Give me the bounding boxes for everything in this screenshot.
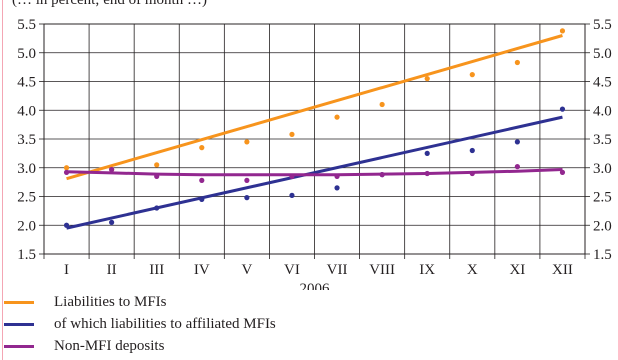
legend-label-non-mfi-deposits: Non-MFI deposits bbox=[54, 337, 165, 354]
series-1-point bbox=[244, 195, 250, 201]
series-2-point bbox=[424, 170, 430, 177]
series-0-point bbox=[334, 114, 340, 120]
series-2-point bbox=[244, 177, 250, 183]
series-0-point bbox=[559, 28, 566, 34]
x-tick-label: XI bbox=[509, 262, 525, 278]
legend-label-liabilities-to-mfis: Liabilities to MFIs bbox=[54, 293, 167, 310]
y-tick-label-right: 2.0 bbox=[593, 218, 612, 234]
y-tick-label-right: 3.5 bbox=[593, 132, 612, 148]
series-1-trend-line bbox=[66, 115, 563, 230]
legend-item-non-mfi-deposits: Non-MFI deposits bbox=[4, 335, 276, 357]
page-margin-rule bbox=[2, 0, 3, 360]
x-tick-label: VII bbox=[327, 262, 348, 278]
series-2-point bbox=[63, 169, 70, 175]
series-0-point bbox=[514, 59, 520, 66]
series-0-point bbox=[379, 101, 385, 108]
x-tick-label: X bbox=[467, 262, 478, 278]
series-1-point bbox=[334, 185, 340, 191]
series-2-point bbox=[154, 173, 160, 179]
legend-swatch-affiliated-mfis bbox=[4, 322, 34, 326]
series-2-trend-line bbox=[66, 168, 563, 177]
y-tick-label-left: 2.5 bbox=[17, 190, 36, 206]
series-1-point bbox=[514, 139, 520, 145]
x-tick-label: VIII bbox=[369, 262, 395, 278]
y-tick-label-right: 1.5 bbox=[593, 247, 612, 263]
series-layer bbox=[63, 28, 566, 230]
series-1-point bbox=[199, 196, 205, 202]
y-tick-label-left: 3.0 bbox=[17, 161, 36, 177]
series-0-point bbox=[469, 72, 475, 78]
y-tick-label-right: 5.5 bbox=[593, 17, 612, 33]
series-2-point bbox=[289, 173, 295, 179]
series-1-point bbox=[154, 205, 160, 211]
series-0-point bbox=[199, 145, 205, 151]
y-tick-label-left: 1.5 bbox=[17, 247, 36, 263]
series-1-point bbox=[63, 222, 70, 228]
line-chart: 1.5 1.5 2.0 2.0 2.5 2.5 3.0 3.0 3.5 3.5 4.0 4.0 4.5 4… bbox=[17, 17, 612, 290]
series-1-point bbox=[424, 150, 430, 156]
legend-label-affiliated-mfis: of which liabilities to affiliated MFIs bbox=[54, 315, 276, 332]
tick-labels: 1.5 1.5 2.0 2.0 2.5 2.5 3.0 3.0 3.5 3.5 4.0 4.0 4.5 4… bbox=[17, 17, 612, 290]
x-tick-label: IX bbox=[419, 262, 435, 278]
legend-swatch-liabilities-to-mfis bbox=[4, 300, 34, 304]
legend-item-affiliated-mfis: of which liabilities to affiliated MFIs bbox=[4, 313, 276, 335]
series-0-point bbox=[63, 165, 70, 171]
x-tick-label: III bbox=[149, 262, 164, 278]
series-1-point bbox=[109, 219, 115, 225]
y-tick-label-left: 4.0 bbox=[17, 103, 36, 119]
series-2-point bbox=[379, 172, 385, 178]
series-0-point bbox=[289, 131, 295, 137]
x-tick-label: VI bbox=[284, 262, 300, 278]
y-tick-label-left: 4.5 bbox=[17, 75, 36, 91]
y-tick-label-left: 2.0 bbox=[17, 218, 36, 234]
series-0-point bbox=[244, 139, 250, 145]
x-tick-label: I bbox=[64, 262, 69, 278]
x-tick-label: V bbox=[241, 262, 252, 278]
y-tick-label-left: 5.5 bbox=[17, 17, 36, 33]
x-axis-label: 2006 bbox=[300, 281, 331, 290]
series-0-trend-line bbox=[66, 34, 563, 181]
series-2-point bbox=[514, 164, 520, 170]
series-1-point bbox=[289, 192, 295, 198]
series-1-point bbox=[469, 147, 475, 154]
x-tick-label: IV bbox=[194, 262, 210, 278]
y-tick-label-left: 5.0 bbox=[17, 46, 36, 62]
grid-lines bbox=[43, 23, 586, 255]
y-tick-label-right: 4.5 bbox=[593, 75, 612, 91]
series-2-point bbox=[469, 170, 475, 177]
series-0-point bbox=[424, 76, 430, 82]
y-tick-label-right: 3.0 bbox=[593, 161, 612, 177]
legend-swatch-non-mfi-deposits bbox=[4, 344, 34, 348]
y-tick-label-right: 2.5 bbox=[593, 190, 612, 206]
y-tick-label-right: 4.0 bbox=[593, 103, 612, 119]
series-2-point bbox=[559, 169, 566, 175]
series-0-point bbox=[154, 162, 160, 168]
series-2-point bbox=[109, 166, 115, 173]
plot-frame bbox=[43, 23, 586, 255]
axes bbox=[39, 23, 590, 259]
x-tick-label: XII bbox=[552, 262, 573, 278]
x-tick-label: II bbox=[107, 262, 117, 278]
chart-legend: Liabilities to MFIs of which liabilities… bbox=[4, 291, 276, 357]
series-2-point bbox=[334, 173, 340, 179]
y-tick-label-left: 3.5 bbox=[17, 132, 36, 148]
chart-subtitle: (… in percent; end of month …) bbox=[12, 0, 207, 8]
series-2-point bbox=[199, 177, 205, 183]
y-tick-label-right: 5.0 bbox=[593, 46, 612, 62]
series-1-point bbox=[559, 106, 566, 112]
legend-item-liabilities-to-mfis: Liabilities to MFIs bbox=[4, 291, 276, 313]
